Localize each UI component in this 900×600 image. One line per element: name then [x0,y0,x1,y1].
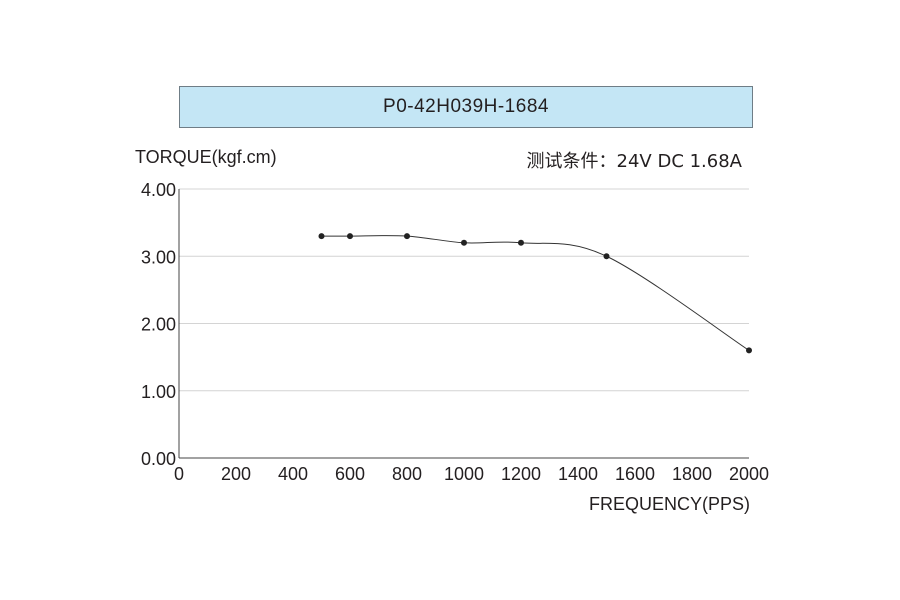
x-tick-label: 2000 [729,464,769,484]
grid-lines [179,188,749,392]
x-axis-label: FREQUENCY(PPS) [588,494,750,514]
y-tick-label: 1.00 [141,382,176,402]
y-tick-label: 4.00 [141,180,176,200]
chart-title: P0-42H039H-1684 [179,86,753,128]
y-tick-label: 3.00 [141,247,176,267]
x-tick-label: 400 [278,464,308,484]
data-point [746,347,752,354]
torque-curve [321,235,750,351]
data-point [603,253,610,260]
series-layer [318,233,752,354]
x-tick-label: 800 [392,464,422,484]
x-tick-label: 200 [221,464,251,484]
x-tick-label: 1000 [444,464,484,484]
data-point [404,233,410,240]
tick-labels: 0.00 1.00 2.00 3.00 4.00 0 200 400 600 800 1000 120… [141,180,769,484]
axes [178,189,749,459]
data-point [318,233,325,240]
data-point [518,239,524,246]
x-tick-label: 0 [174,464,184,484]
test-conditions: 测试条件：24V DC 1.68A [526,151,742,172]
data-point [347,233,353,240]
y-axis-label: TORQUE(kgf.cm) [135,147,277,167]
data-point [461,239,467,246]
y-tick-label: 0.00 [141,449,176,469]
x-tick-label: 1600 [615,464,655,484]
x-tick-label: 1200 [501,464,541,484]
x-tick-label: 600 [335,464,365,484]
y-tick-label: 2.00 [141,315,176,335]
x-tick-label: 1800 [672,464,712,484]
x-tick-label: 1400 [558,464,598,484]
